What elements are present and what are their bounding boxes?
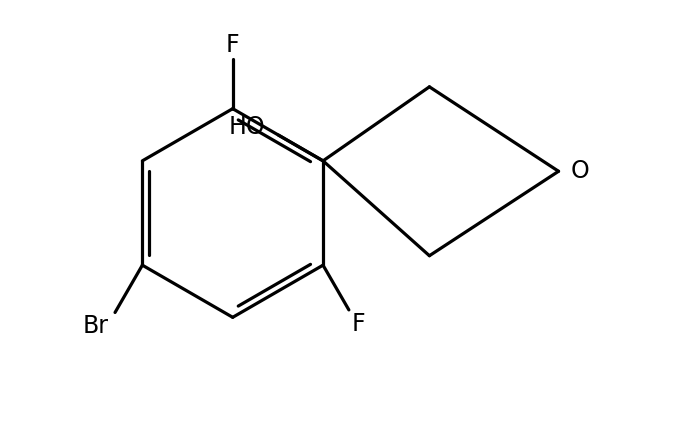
Text: F: F bbox=[352, 312, 365, 336]
Text: HO: HO bbox=[228, 115, 265, 139]
Text: F: F bbox=[226, 33, 239, 57]
Text: O: O bbox=[571, 159, 590, 183]
Text: Br: Br bbox=[82, 314, 108, 338]
